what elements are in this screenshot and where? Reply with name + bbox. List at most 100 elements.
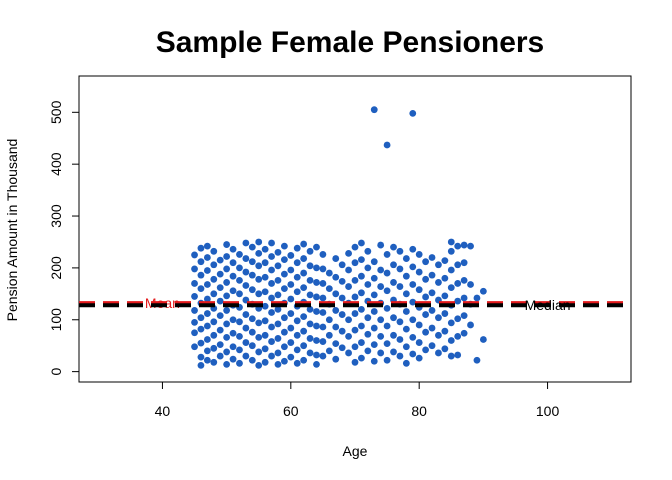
- data-point: [216, 270, 224, 278]
- data-point: [210, 247, 218, 255]
- data-point: [383, 356, 391, 364]
- data-point: [460, 241, 468, 249]
- data-point: [441, 345, 449, 353]
- data-point: [197, 285, 205, 293]
- data-point: [345, 266, 352, 274]
- data-point: [203, 322, 211, 330]
- data-point: [287, 266, 295, 274]
- data-point: [274, 248, 282, 256]
- data-point: [467, 321, 474, 329]
- x-tick-label: 40: [155, 403, 171, 419]
- data-point: [351, 243, 359, 251]
- data-point: [390, 261, 397, 269]
- data-point: [383, 322, 391, 330]
- data-point: [402, 290, 410, 298]
- data-point: [210, 358, 218, 366]
- data-point: [319, 352, 327, 360]
- median-label: Median: [525, 297, 571, 313]
- data-points: [191, 106, 487, 369]
- data-point: [261, 245, 269, 253]
- data-point: [197, 314, 205, 322]
- data-point: [390, 331, 397, 339]
- data-point: [447, 247, 455, 255]
- data-point: [370, 324, 378, 332]
- data-point: [293, 346, 301, 354]
- data-point: [338, 344, 346, 352]
- data-point: [409, 109, 417, 117]
- data-point: [332, 307, 340, 314]
- data-point: [223, 348, 231, 356]
- data-point: [274, 349, 282, 357]
- data-point: [370, 357, 378, 365]
- data-point: [236, 276, 243, 284]
- data-point: [203, 336, 211, 343]
- data-point: [261, 259, 269, 267]
- data-point: [325, 285, 333, 293]
- data-point: [422, 258, 430, 266]
- data-point: [280, 285, 288, 293]
- data-point: [435, 279, 442, 286]
- data-point: [242, 239, 250, 247]
- data-point: [409, 263, 417, 271]
- data-point: [422, 293, 430, 301]
- data-point: [248, 328, 256, 336]
- data-point: [255, 319, 263, 327]
- data-point: [197, 362, 205, 369]
- data-point: [236, 332, 243, 340]
- y-axis: 0 100 200 300 400 500: [48, 100, 80, 376]
- data-point: [236, 290, 243, 298]
- data-point: [345, 316, 352, 324]
- data-point: [274, 305, 282, 313]
- data-point: [441, 310, 449, 317]
- data-point: [306, 262, 314, 270]
- data-point: [460, 294, 468, 302]
- data-point: [203, 356, 211, 364]
- data-point: [306, 276, 314, 284]
- data-point: [268, 309, 275, 316]
- data-point: [242, 311, 250, 318]
- data-point: [236, 318, 243, 326]
- data-point: [319, 323, 327, 331]
- data-point: [338, 327, 346, 335]
- data-point: [313, 293, 320, 301]
- data-point: [255, 262, 263, 270]
- data-point: [415, 321, 423, 329]
- data-point: [428, 324, 436, 332]
- data-point: [223, 307, 231, 314]
- data-point: [261, 358, 269, 366]
- x-axis-label: Age: [343, 443, 368, 459]
- data-point: [287, 353, 295, 361]
- data-point: [236, 251, 243, 258]
- data-point: [274, 262, 282, 270]
- data-point: [435, 349, 442, 357]
- data-point: [216, 256, 224, 264]
- data-point: [280, 343, 288, 351]
- data-point: [248, 243, 256, 251]
- data-point: [261, 302, 269, 310]
- data-point: [383, 287, 391, 295]
- data-point: [332, 340, 340, 348]
- data-point: [229, 343, 237, 351]
- y-tick-label: 100: [48, 308, 64, 332]
- data-point: [223, 320, 231, 328]
- data-point: [332, 290, 340, 298]
- data-point: [223, 253, 231, 260]
- data-point: [396, 247, 404, 255]
- data-point: [435, 314, 442, 322]
- data-point: [364, 264, 372, 272]
- x-tick-label: 60: [283, 403, 299, 419]
- data-point: [402, 343, 410, 351]
- data-point: [197, 258, 205, 266]
- data-point: [268, 239, 275, 247]
- data-point: [447, 238, 455, 246]
- data-point: [261, 273, 269, 281]
- data-point: [422, 311, 430, 318]
- data-point: [287, 310, 295, 317]
- data-point: [454, 242, 462, 250]
- data-point: [377, 349, 385, 357]
- y-tick-label: 400: [48, 152, 64, 176]
- data-point: [338, 261, 346, 269]
- data-point: [223, 265, 231, 273]
- data-point: [300, 356, 308, 364]
- data-point: [435, 331, 442, 339]
